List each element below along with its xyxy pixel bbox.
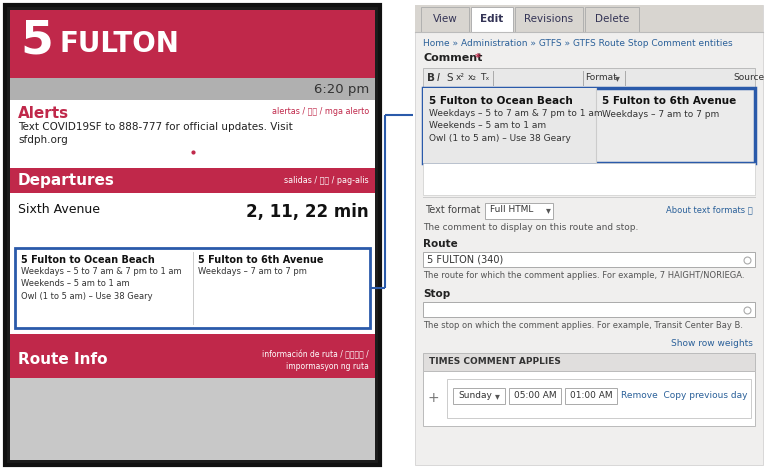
Text: Alerts: Alerts xyxy=(18,106,69,121)
Text: Weekdays – 7 am to 7 pm: Weekdays – 7 am to 7 pm xyxy=(601,110,719,119)
Text: Weekdays – 7 am to 7 pm: Weekdays – 7 am to 7 pm xyxy=(199,267,308,276)
Text: I: I xyxy=(437,73,440,83)
Bar xyxy=(423,353,755,371)
Text: Source: Source xyxy=(733,74,764,83)
Text: Delete: Delete xyxy=(595,15,629,25)
Text: Comment: Comment xyxy=(423,53,482,63)
Text: Home » Administration » GTFS » GTFS Route Stop Comment entities: Home » Administration » GTFS » GTFS Rout… xyxy=(423,39,732,48)
Text: 5: 5 xyxy=(20,18,53,63)
Text: The route for which the comment applies. For example, 7 HAIGHT/NORIEGA.: The route for which the comment applies.… xyxy=(423,271,745,280)
Bar xyxy=(585,7,639,32)
Text: Sixth Avenue: Sixth Avenue xyxy=(18,203,100,216)
Text: 5 Fulton to Ocean Beach: 5 Fulton to Ocean Beach xyxy=(429,96,573,106)
Text: 6:20 pm: 6:20 pm xyxy=(314,83,369,95)
Text: Stop: Stop xyxy=(423,289,450,299)
Bar xyxy=(10,378,375,460)
Bar xyxy=(485,203,553,219)
Bar xyxy=(5,5,380,465)
Bar xyxy=(447,379,751,418)
Bar xyxy=(10,100,375,460)
Text: ▾: ▾ xyxy=(615,73,620,83)
Bar xyxy=(423,302,755,317)
Text: Format: Format xyxy=(585,74,617,83)
Bar xyxy=(471,7,513,32)
Text: Full HTML: Full HTML xyxy=(490,205,533,214)
Text: Route Info: Route Info xyxy=(18,352,107,367)
Bar xyxy=(415,5,763,465)
Text: 5 Fulton to 6th Avenue: 5 Fulton to 6th Avenue xyxy=(601,96,736,106)
Text: About text formats ⓘ: About text formats ⓘ xyxy=(667,205,753,214)
Bar xyxy=(423,252,755,267)
Text: Text format: Text format xyxy=(425,205,480,215)
Text: 05:00 AM: 05:00 AM xyxy=(514,391,557,401)
Text: 5 Fulton to Ocean Beach: 5 Fulton to Ocean Beach xyxy=(21,255,155,265)
Text: Remove  Copy previous day: Remove Copy previous day xyxy=(621,391,748,401)
Text: ▾: ▾ xyxy=(546,205,551,215)
Text: 5 FULTON (340): 5 FULTON (340) xyxy=(427,254,503,264)
Bar xyxy=(10,78,375,100)
Text: Edit: Edit xyxy=(480,15,504,25)
Text: Weekdays – 5 to 7 am & 7 pm to 1 am
Weekends – 5 am to 1 am
Owl (1 to 5 am) – Us: Weekdays – 5 to 7 am & 7 pm to 1 am Week… xyxy=(429,109,603,143)
Bar xyxy=(423,88,755,163)
Text: x²: x² xyxy=(456,74,465,83)
Bar xyxy=(423,88,596,163)
Bar xyxy=(423,371,755,426)
Text: Weekdays – 5 to 7 am & 7 pm to 1 am
Weekends – 5 am to 1 am
Owl (1 to 5 am) – Us: Weekdays – 5 to 7 am & 7 pm to 1 am Week… xyxy=(21,267,182,301)
Bar xyxy=(10,10,375,78)
Text: B: B xyxy=(427,73,435,83)
Text: +: + xyxy=(427,391,439,405)
Text: Show row weights: Show row weights xyxy=(671,339,753,348)
Text: salidas / 出港 / pag-alis: salidas / 出港 / pag-alis xyxy=(285,176,369,185)
Bar xyxy=(10,168,375,193)
Bar xyxy=(509,388,561,404)
Text: Tₓ: Tₓ xyxy=(480,74,489,83)
Bar xyxy=(415,5,763,33)
Text: Sunday: Sunday xyxy=(458,391,492,401)
Text: información de ruta / 路线信息 /
impormasyon ng ruta: información de ruta / 路线信息 / impormasyon… xyxy=(262,350,369,371)
Text: 01:00 AM: 01:00 AM xyxy=(570,391,613,401)
Text: The stop on which the comment applies. For example, Transit Center Bay B.: The stop on which the comment applies. F… xyxy=(423,321,743,330)
Bar xyxy=(15,248,370,328)
Bar xyxy=(423,163,755,195)
Bar xyxy=(565,388,617,404)
Text: FULTON: FULTON xyxy=(60,30,180,58)
Text: The comment to display on this route and stop.: The comment to display on this route and… xyxy=(423,223,638,232)
Bar xyxy=(423,68,755,88)
Text: *: * xyxy=(475,53,481,63)
Text: S: S xyxy=(446,73,453,83)
Text: alertas / 警報 / mga alerto: alertas / 警報 / mga alerto xyxy=(272,107,369,116)
Text: Revisions: Revisions xyxy=(525,15,574,25)
Bar xyxy=(10,334,375,378)
Bar xyxy=(421,7,469,32)
Text: x₂: x₂ xyxy=(468,74,477,83)
Text: TIMES COMMENT APPLIES: TIMES COMMENT APPLIES xyxy=(429,357,561,366)
Text: Departures: Departures xyxy=(18,173,115,188)
Bar xyxy=(453,388,505,404)
Text: 5 Fulton to 6th Avenue: 5 Fulton to 6th Avenue xyxy=(199,255,324,265)
Text: ▾: ▾ xyxy=(495,391,500,401)
Bar xyxy=(515,7,583,32)
Text: Route: Route xyxy=(423,239,458,249)
Text: 2, 11, 22 min: 2, 11, 22 min xyxy=(246,203,369,221)
Text: View: View xyxy=(433,15,457,25)
Text: Text COVID19SF to 888-777 for official updates. Visit
sfdph.org: Text COVID19SF to 888-777 for official u… xyxy=(18,122,293,145)
